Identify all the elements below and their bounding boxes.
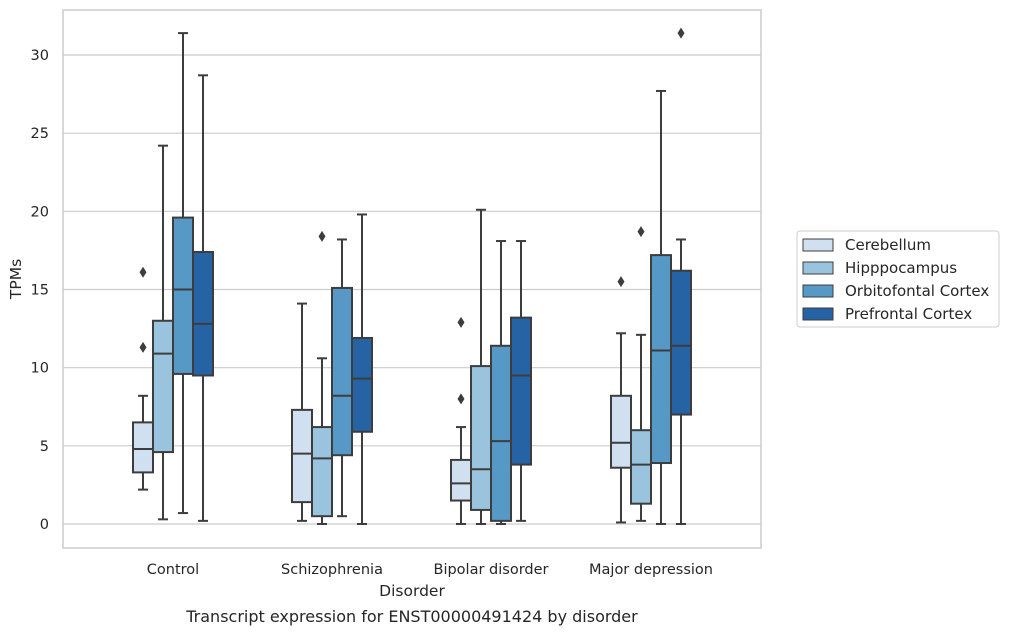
- box-iqr: [650, 254, 672, 465]
- box-groups: [132, 27, 692, 525]
- y-tick-label: 25: [31, 126, 49, 142]
- box: [490, 240, 512, 525]
- outlier-point: [318, 230, 326, 242]
- box: [470, 208, 492, 525]
- legend: Cerebellum Hipppocampus Orbitofontal Corte…: [796, 230, 1000, 328]
- legend-swatch: [802, 261, 834, 275]
- box-iqr: [610, 394, 632, 469]
- box: [311, 230, 333, 525]
- box-iqr: [331, 286, 353, 457]
- x-axis-title: Disorder: [379, 582, 445, 600]
- box-iqr: [630, 429, 652, 505]
- x-tick-label: Schizophrenia: [281, 562, 383, 578]
- box-iqr: [152, 319, 174, 454]
- box-iqr: [132, 421, 154, 474]
- y-tick-label: 15: [31, 283, 49, 299]
- legend-swatch: [802, 307, 834, 321]
- x-tick-label: Major depression: [589, 562, 713, 578]
- legend-label: Prefrontal Cortex: [845, 305, 972, 323]
- y-tick-label: 20: [31, 204, 49, 220]
- box: [630, 226, 652, 522]
- legend-label: Orbitofontal Cortex: [845, 282, 989, 300]
- y-tick-label: 5: [40, 439, 49, 455]
- box: [331, 238, 353, 518]
- outlier-point: [457, 316, 465, 328]
- legend-swatch: [802, 284, 834, 298]
- box-iqr: [311, 426, 333, 518]
- box-iqr: [450, 458, 472, 502]
- box-iqr: [291, 408, 313, 504]
- y-axis-title: TPMs: [7, 259, 25, 300]
- box: [670, 27, 692, 525]
- chart-caption: Transcript expression for ENST0000049142…: [185, 607, 638, 626]
- outlier-point: [139, 266, 147, 278]
- box-iqr: [510, 316, 532, 466]
- y-tick-labels: 0 5 10 15 20 25 30: [31, 48, 49, 533]
- box-iqr: [490, 344, 512, 522]
- box: [192, 74, 214, 522]
- box-iqr: [192, 250, 214, 377]
- box: [152, 144, 174, 521]
- box-iqr: [351, 336, 373, 433]
- legend-frame: [796, 230, 1000, 328]
- box: [450, 316, 472, 525]
- outlier-point: [677, 27, 685, 39]
- plot-frame: [62, 9, 762, 549]
- outlier-point: [637, 226, 645, 238]
- box: [351, 213, 373, 525]
- legend-label: Hipppocampus: [845, 259, 957, 277]
- legend-label: Cerebellum: [845, 236, 931, 254]
- y-tick-label: 10: [31, 361, 49, 377]
- y-tick-label: 0: [40, 517, 49, 533]
- box: [291, 302, 313, 522]
- x-tick-labels: Control Schizophrenia Bipolar disorder Majo…: [147, 562, 713, 578]
- box: [510, 240, 532, 522]
- y-tick-label: 30: [31, 48, 49, 64]
- legend-swatch: [802, 238, 834, 252]
- x-tick-label: Bipolar disorder: [434, 562, 549, 578]
- x-tick-label: Control: [147, 562, 199, 578]
- box: [132, 266, 154, 491]
- box-iqr: [670, 269, 692, 416]
- outlier-point: [617, 276, 625, 288]
- box-iqr: [470, 365, 492, 511]
- outlier-point: [457, 393, 465, 405]
- outlier-point: [139, 341, 147, 353]
- box-iqr: [172, 216, 194, 375]
